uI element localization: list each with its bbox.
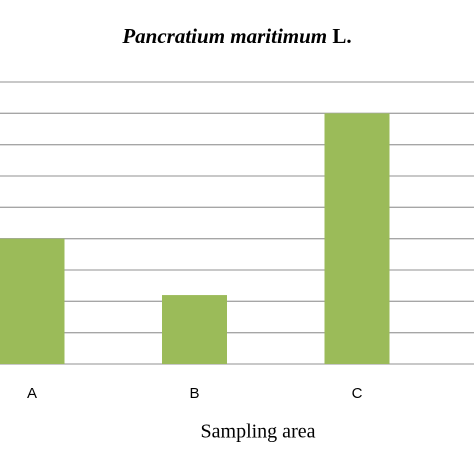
x-tick-label: A — [27, 385, 37, 402]
title-suffix: L. — [332, 24, 351, 48]
x-tick-label: B — [189, 385, 199, 402]
bar — [324, 113, 390, 364]
title-main: Pancratium maritimum — [121, 24, 327, 48]
x-tick-label: C — [352, 385, 363, 402]
bar — [0, 238, 65, 364]
chart-title: Pancratium maritimum L. — [121, 24, 351, 48]
bar — [162, 295, 227, 364]
x-axis-label: Sampling area — [201, 421, 316, 443]
